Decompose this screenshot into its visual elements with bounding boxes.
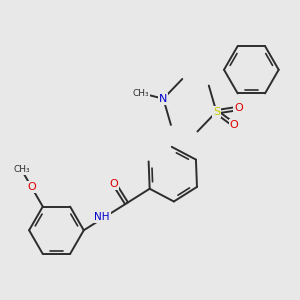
Text: CH₃: CH₃ <box>133 89 149 98</box>
Text: O: O <box>234 103 243 113</box>
Text: O: O <box>27 182 36 192</box>
Text: O: O <box>230 120 239 130</box>
Text: S: S <box>213 107 220 117</box>
Text: CH₃: CH₃ <box>13 165 30 174</box>
Text: N: N <box>159 94 167 104</box>
Text: NH: NH <box>94 212 110 222</box>
Text: O: O <box>110 179 118 189</box>
